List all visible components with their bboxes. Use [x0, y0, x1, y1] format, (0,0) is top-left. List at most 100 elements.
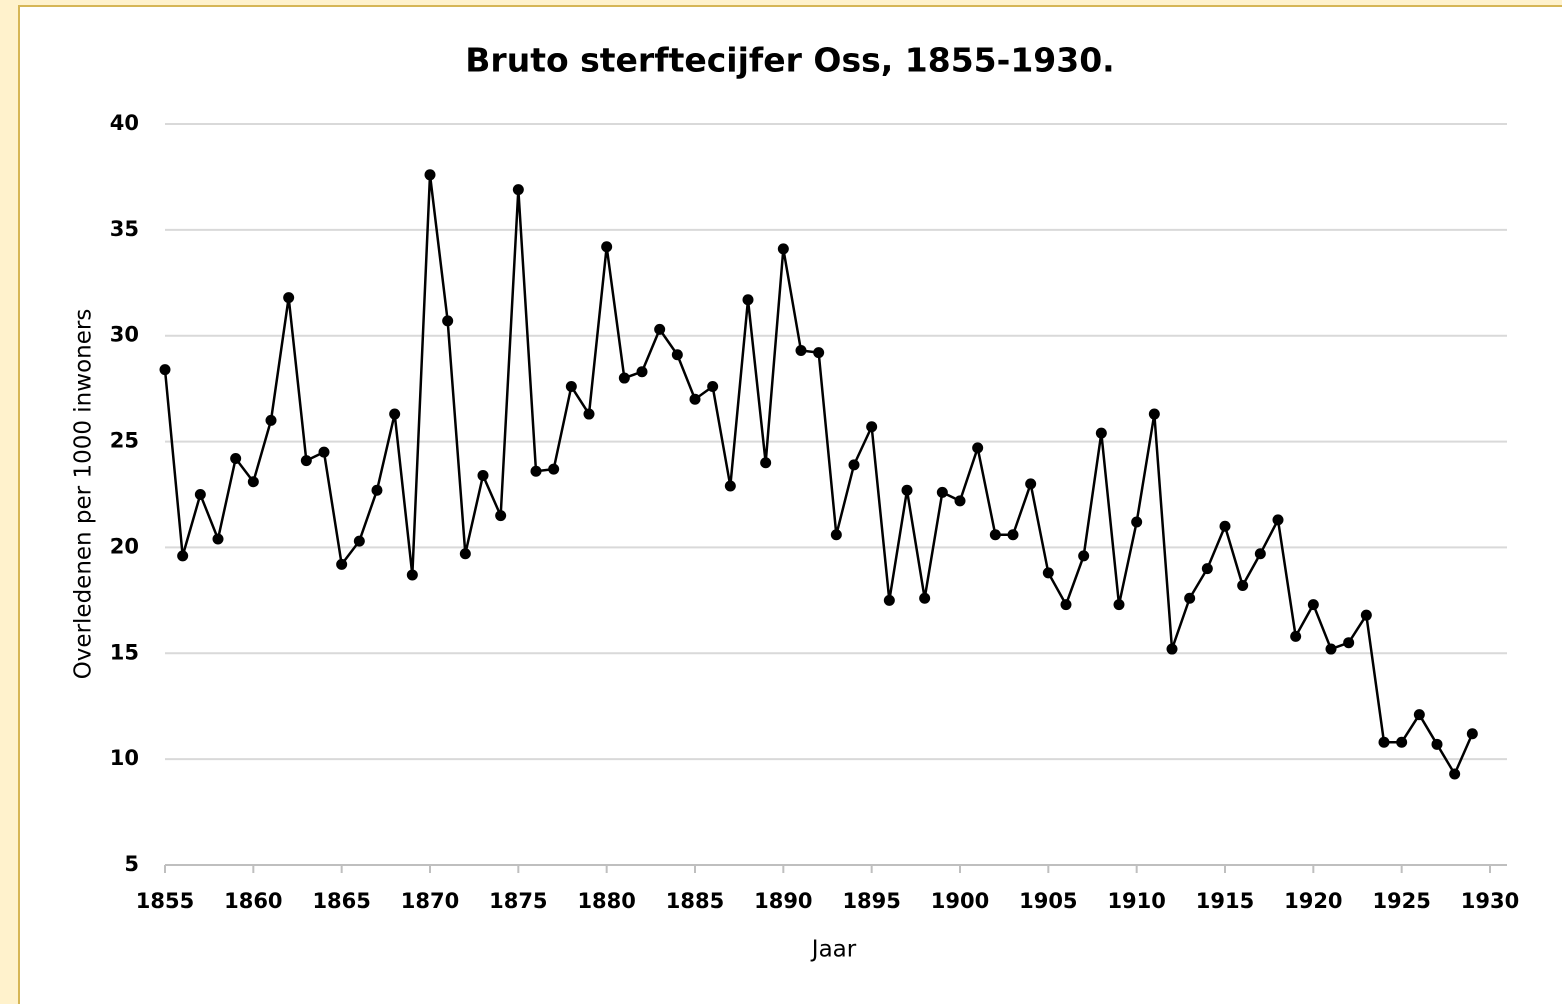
data-point [212, 533, 224, 545]
data-point [318, 446, 330, 458]
data-point [919, 592, 931, 604]
data-point [1325, 643, 1337, 655]
data-point [565, 381, 577, 393]
data-point [1290, 630, 1302, 642]
data-point [159, 364, 171, 376]
data-point [495, 510, 507, 522]
x-tick-label: 1910 [1107, 889, 1165, 913]
data-point [972, 442, 984, 454]
data-point [265, 414, 277, 426]
data-point [707, 381, 719, 393]
data-point [1413, 709, 1425, 721]
x-tick-label: 1875 [489, 889, 547, 913]
x-tick-label: 1880 [577, 889, 635, 913]
data-point [1078, 550, 1090, 562]
data-point [194, 489, 206, 500]
x-tick-label: 1860 [224, 889, 282, 913]
data-point [1360, 609, 1372, 621]
data-point [618, 372, 630, 384]
x-tick-label: 1865 [312, 889, 370, 913]
data-point [1272, 514, 1284, 526]
data-point [1184, 592, 1196, 604]
y-tick-label: 30 [110, 323, 139, 347]
x-axis-title: Jaar [810, 937, 857, 963]
x-tick-label: 1930 [1461, 889, 1519, 913]
data-point [1219, 520, 1231, 532]
data-point [989, 529, 1001, 541]
data-point [371, 484, 383, 496]
x-tick-label: 1885 [666, 889, 724, 913]
data-point [848, 459, 860, 471]
data-point [671, 349, 683, 361]
data-point [406, 569, 418, 581]
data-point [1113, 599, 1125, 611]
y-tick-label: 15 [110, 640, 139, 664]
data-point [1431, 738, 1443, 750]
data-point [530, 465, 542, 477]
x-tick-label: 1895 [842, 889, 900, 913]
x-tick-label: 1870 [401, 889, 459, 913]
data-point [813, 347, 825, 359]
data-point [795, 345, 807, 357]
data-point [1148, 408, 1160, 420]
data-point [1042, 567, 1054, 579]
y-tick-label: 10 [110, 746, 139, 770]
data-point [724, 480, 736, 492]
y-tick-label: 40 [110, 111, 139, 135]
data-point [424, 169, 436, 181]
data-point [336, 558, 348, 570]
data-point [1201, 563, 1213, 575]
data-point [1025, 478, 1037, 490]
x-tick-label: 1925 [1372, 889, 1430, 913]
data-point [1396, 736, 1408, 748]
data-point [777, 243, 789, 255]
series-line [163, 174, 1474, 777]
data-point [1307, 599, 1319, 611]
data-point [654, 323, 666, 335]
data-point [1254, 548, 1266, 560]
chart-panel [18, 5, 1562, 1004]
data-point [636, 366, 648, 378]
y-tick-label: 25 [110, 429, 139, 453]
data-point [901, 484, 913, 496]
data-point [230, 453, 242, 465]
chart-title: Bruto sterftecijfer Oss, 1855-1930. [465, 41, 1114, 80]
data-point [459, 548, 471, 560]
y-tick-label: 35 [110, 217, 139, 241]
y-tick-label: 20 [110, 534, 139, 558]
data-point [1131, 516, 1143, 528]
data-point [512, 184, 524, 196]
data-point [1007, 529, 1019, 541]
data-point [548, 463, 560, 475]
data-point [1237, 580, 1249, 592]
data-point [477, 469, 489, 481]
data-point [883, 594, 895, 606]
data-point [353, 535, 365, 547]
x-tick-label: 1855 [136, 889, 194, 913]
data-point [830, 529, 842, 541]
data-point [866, 421, 878, 433]
data-point [177, 550, 189, 562]
y-tick-label: 5 [124, 852, 139, 876]
x-tick-label: 1890 [754, 889, 812, 913]
x-tick-label: 1905 [1019, 889, 1077, 913]
x-tick-label: 1900 [931, 889, 989, 913]
data-point [389, 408, 401, 420]
x-tick-label: 1915 [1196, 889, 1254, 913]
x-tick-label: 1920 [1284, 889, 1342, 913]
data-point [442, 315, 454, 327]
data-point [1095, 427, 1107, 439]
data-point [936, 486, 948, 498]
data-point [1466, 728, 1478, 740]
data-point [1378, 736, 1390, 748]
data-point [1449, 768, 1461, 780]
data-point [283, 292, 295, 304]
data-point [247, 476, 259, 488]
data-point [300, 455, 312, 467]
data-point [742, 294, 754, 306]
data-point [689, 393, 701, 405]
data-point [954, 495, 966, 507]
data-point [601, 241, 613, 253]
